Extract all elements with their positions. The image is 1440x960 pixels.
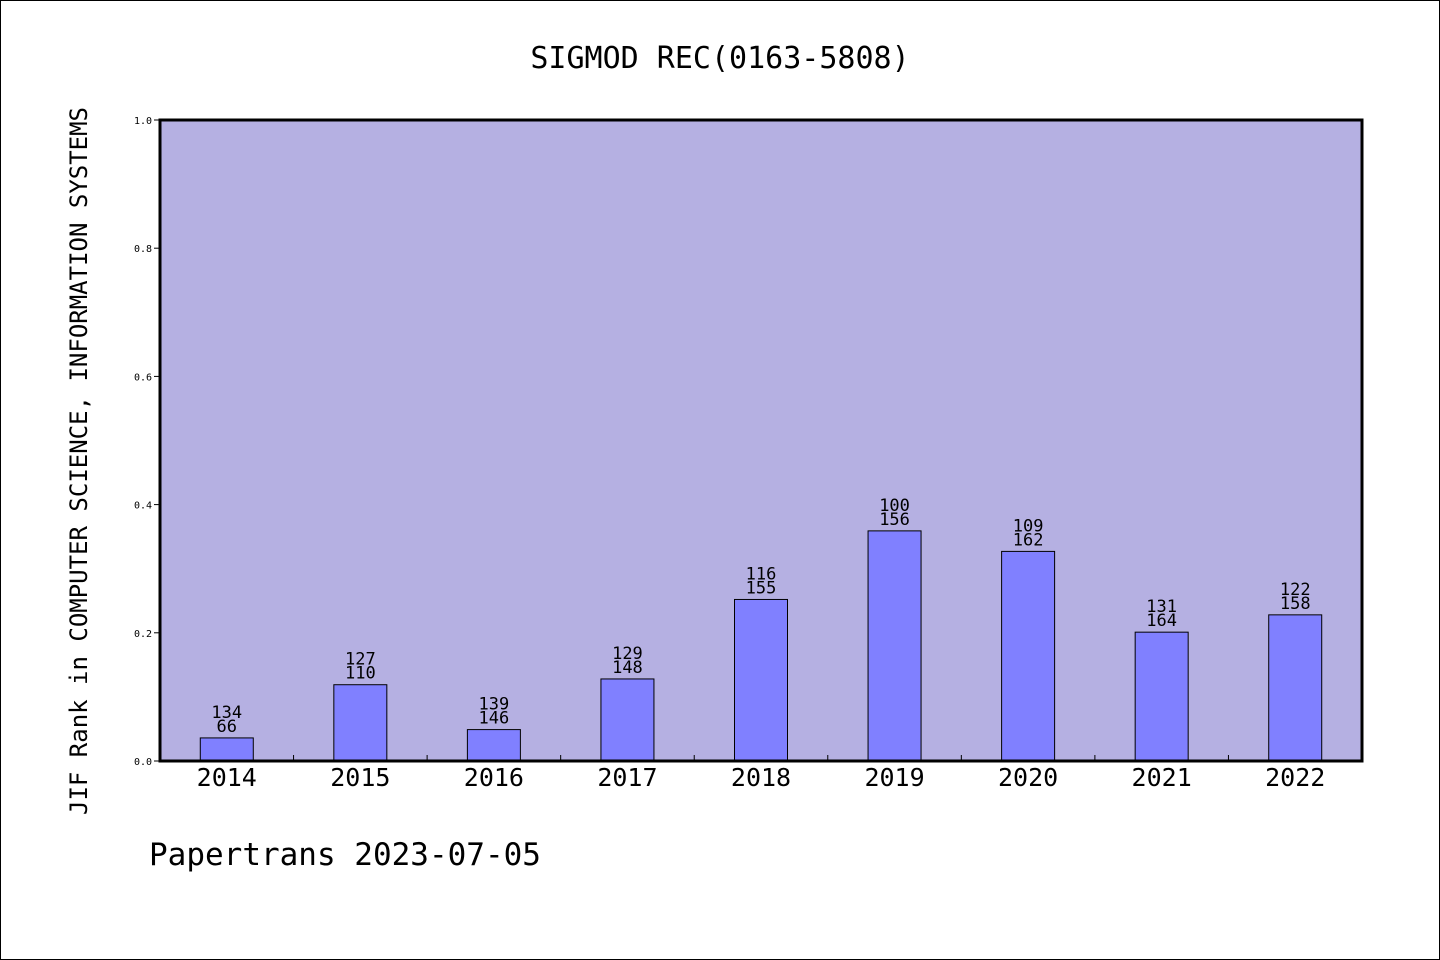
bar-label-bottom-2016: 146 [479,709,510,729]
bar-label-top-2022: 122 [1280,580,1311,600]
x-tick-label-2016: 2016 [464,763,524,792]
bar-2018 [734,598,788,762]
x-tick-label-2020: 2020 [998,763,1058,792]
bar-2019 [867,530,922,762]
bar-label-top-2020: 109 [1013,516,1044,536]
bar-2014 [199,737,254,762]
bar-2015 [333,684,388,762]
bar-label-top-2015: 127 [345,650,376,670]
footer-text: Papertrans 2023-07-05 [149,837,541,873]
bar-label-bottom-2022: 158 [1280,594,1311,614]
y-axis-ticks: 0.0 0.2 0.4 0.6 0.8 1.0 [134,116,160,768]
bar-2022 [1268,614,1323,762]
y-tick-label: 0.4 [134,501,152,512]
y-tick-label: 0.2 [134,629,152,640]
bar-label-bottom-2020: 162 [1013,530,1044,550]
x-tick-label-2021: 2021 [1132,763,1192,792]
x-tick-label-2015: 2015 [330,763,390,792]
bar-label-top-2019: 100 [879,496,910,516]
chart-title: SIGMOD REC(0163-5808) [530,41,909,76]
bar-label-bottom-2015: 110 [345,664,376,684]
x-tick-label-2014: 2014 [197,763,257,792]
x-tick-label-2022: 2022 [1265,763,1325,792]
bar-2020 [1001,550,1056,762]
bar-2021 [1134,631,1189,762]
bar-2016 [466,729,521,762]
y-tick-label: 0.6 [134,372,152,383]
bar-2017 [600,678,655,762]
x-tick-label-2019: 2019 [864,763,924,792]
y-axis-label: JIF Rank in COMPUTER SCIENCE, INFORMATIO… [65,107,93,815]
y-tick-label: 0.8 [134,244,152,255]
bar-label-top-2018: 116 [746,564,777,584]
bar-label-top-2014: 134 [211,703,242,723]
bar-label-top-2017: 129 [612,644,643,664]
bar-label-bottom-2019: 156 [879,510,910,530]
bar-label-top-2021: 131 [1146,597,1177,617]
x-axis-ticks: 2014 2015 2016 2017 2018 2019 2020 2021 2022 [197,755,1325,792]
bar-label-bottom-2021: 164 [1146,611,1177,631]
x-tick-label-2018: 2018 [731,763,791,792]
y-tick-label: 0.0 [134,757,152,768]
x-tick-label-2017: 2017 [597,763,657,792]
bar-label-bottom-2014: 66 [217,717,237,737]
y-tick-label: 1.0 [134,116,152,127]
plot-border [158,118,1364,763]
bar-label-bottom-2018: 155 [746,578,777,598]
bar-label-top-2016: 139 [479,695,510,715]
bar-label-bottom-2017: 148 [612,658,643,678]
